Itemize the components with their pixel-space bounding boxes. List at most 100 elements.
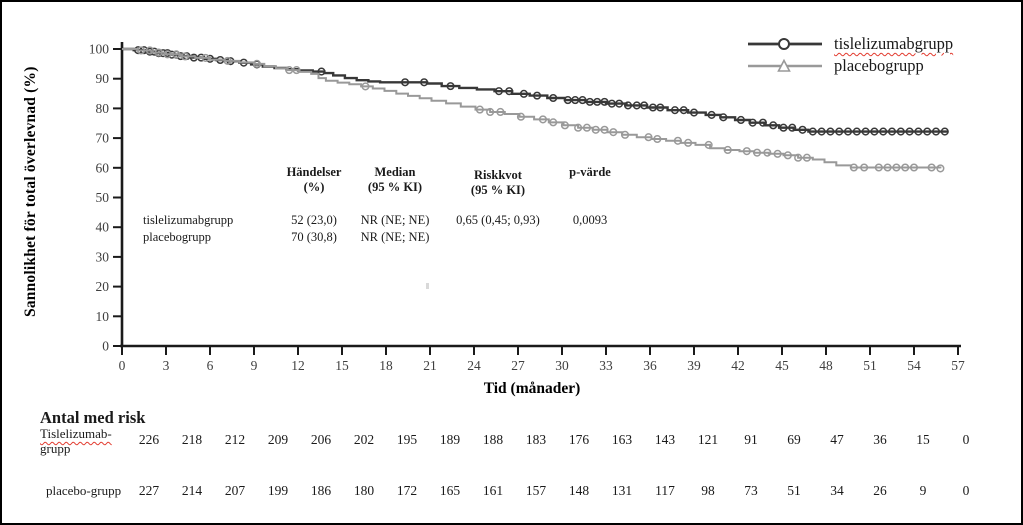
risk-count: 36 — [873, 432, 887, 447]
censor-mark — [835, 127, 844, 136]
censor-mark — [172, 50, 181, 59]
x-tick-label: 54 — [907, 358, 921, 373]
x-tick-label: 51 — [863, 358, 877, 373]
y-tick-label: 0 — [102, 339, 109, 354]
risk-count: 69 — [787, 432, 801, 447]
risk-count: 165 — [439, 483, 461, 498]
risk-count: 209 — [267, 432, 289, 447]
risk-count: 91 — [744, 432, 758, 447]
censor-mark — [578, 96, 587, 105]
stats-median-tislelizumab: NR (NE; NE) — [360, 213, 430, 227]
censor-mark — [753, 148, 762, 157]
censor-mark — [673, 136, 682, 145]
censor-mark — [505, 87, 514, 96]
y-tick-label: 30 — [96, 249, 110, 264]
risk-count: 214 — [181, 483, 203, 498]
censor-mark — [574, 123, 583, 132]
censor-mark — [719, 113, 728, 122]
censor-mark — [802, 153, 811, 162]
censor-mark — [615, 99, 624, 108]
risk-count: 188 — [482, 432, 504, 447]
risk-count: 117 — [655, 483, 675, 498]
risk-count: 157 — [525, 483, 547, 498]
risk-row-label-placebo: placebo-grupp — [46, 483, 121, 498]
censor-mark — [887, 127, 897, 136]
risk-count: 121 — [697, 432, 719, 447]
censor-mark — [446, 82, 455, 91]
stats-hr-tislelizumab: 0,65 (0,45; 0,93) — [456, 213, 540, 227]
x-tick-label: 48 — [819, 358, 833, 373]
censor-mark — [843, 127, 853, 136]
censor-mark — [909, 163, 919, 172]
x-tick-label: 21 — [423, 358, 437, 373]
censor-mark — [896, 127, 905, 136]
censor-mark — [927, 163, 936, 172]
x-tick-label: 45 — [775, 358, 789, 373]
y-tick-label: 60 — [96, 160, 110, 175]
censor-mark — [905, 127, 914, 136]
censor-mark — [653, 134, 662, 144]
risk-count: 227 — [138, 483, 160, 498]
risk-label-line1: placebo-grupp — [46, 483, 122, 498]
censor-mark — [931, 127, 941, 136]
censor-mark — [623, 101, 633, 110]
stats-pvalue: 0,0093 — [572, 213, 608, 227]
censor-mark — [670, 106, 679, 115]
stats-median-placebo: NR (NE; NE) — [360, 230, 430, 244]
censor-mark — [292, 66, 301, 75]
censor-mark — [808, 127, 817, 136]
censor-mark — [684, 138, 693, 147]
censor-mark — [361, 82, 370, 91]
censor-mark — [923, 127, 932, 136]
censor-mark — [769, 121, 778, 130]
censor-mark — [826, 127, 835, 136]
censor-mark — [901, 163, 910, 172]
stats-header-events: Händelser (%) — [286, 165, 342, 194]
risk-count: 199 — [267, 483, 289, 498]
censor-mark — [874, 163, 883, 172]
x-tick-label: 6 — [207, 358, 214, 373]
censor-mark — [560, 121, 569, 130]
stats-header-riskratio: Riskkvot (95 % KI) — [470, 168, 526, 197]
censor-mark — [519, 89, 528, 98]
censor-mark — [849, 163, 858, 172]
risk-count: 9 — [919, 483, 927, 498]
risk-count: 34 — [830, 483, 844, 498]
censor-mark — [600, 97, 609, 106]
risk-count: 218 — [181, 432, 203, 447]
censor-mark — [704, 140, 713, 149]
censor-mark — [640, 101, 649, 110]
stats-header-pvalue: p-värde — [569, 165, 611, 179]
risk-count: 47 — [830, 432, 844, 447]
censor-mark — [940, 127, 949, 136]
censor-mark — [879, 127, 888, 136]
stats-row-label-placebo: placebogrupp — [143, 230, 212, 244]
y-tick-label: 50 — [96, 190, 110, 205]
stats-header-median: Median (95 % KI) — [367, 165, 423, 194]
risk-count: 51 — [787, 483, 801, 498]
x-tick-label: 27 — [511, 358, 525, 373]
censor-mark — [494, 87, 503, 96]
censor-mark — [154, 48, 163, 57]
censor-mark — [420, 78, 429, 87]
artifact-dot — [426, 283, 429, 289]
censor-mark — [644, 133, 653, 142]
censor-mark — [145, 46, 154, 55]
censor-mark — [516, 112, 525, 121]
censor-mark — [817, 127, 826, 136]
risk-count: 26 — [873, 483, 887, 498]
censor-mark — [860, 163, 869, 172]
censor-mark — [252, 59, 261, 68]
censor-mark — [401, 78, 410, 87]
stats-events-tislelizumab: 52 (23,0) — [291, 213, 337, 227]
censor-mark — [779, 123, 788, 132]
censor-mark — [689, 108, 699, 117]
x-tick-label: 3 — [163, 358, 170, 373]
censor-mark — [137, 46, 146, 55]
x-tick-label: 42 — [731, 358, 745, 373]
y-axis-title: Sannolikhet för total överlevnad (%) — [22, 66, 39, 318]
censor-mark — [883, 163, 892, 172]
x-axis-title: Tid (månader) — [483, 380, 581, 397]
